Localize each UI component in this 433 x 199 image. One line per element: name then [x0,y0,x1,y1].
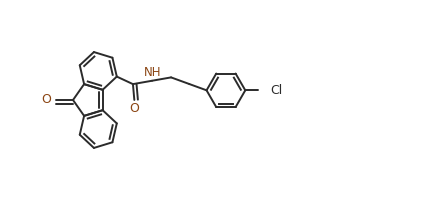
Text: O: O [129,102,139,115]
Text: Cl: Cl [270,84,282,97]
Text: O: O [41,94,51,106]
Text: NH: NH [144,66,162,79]
